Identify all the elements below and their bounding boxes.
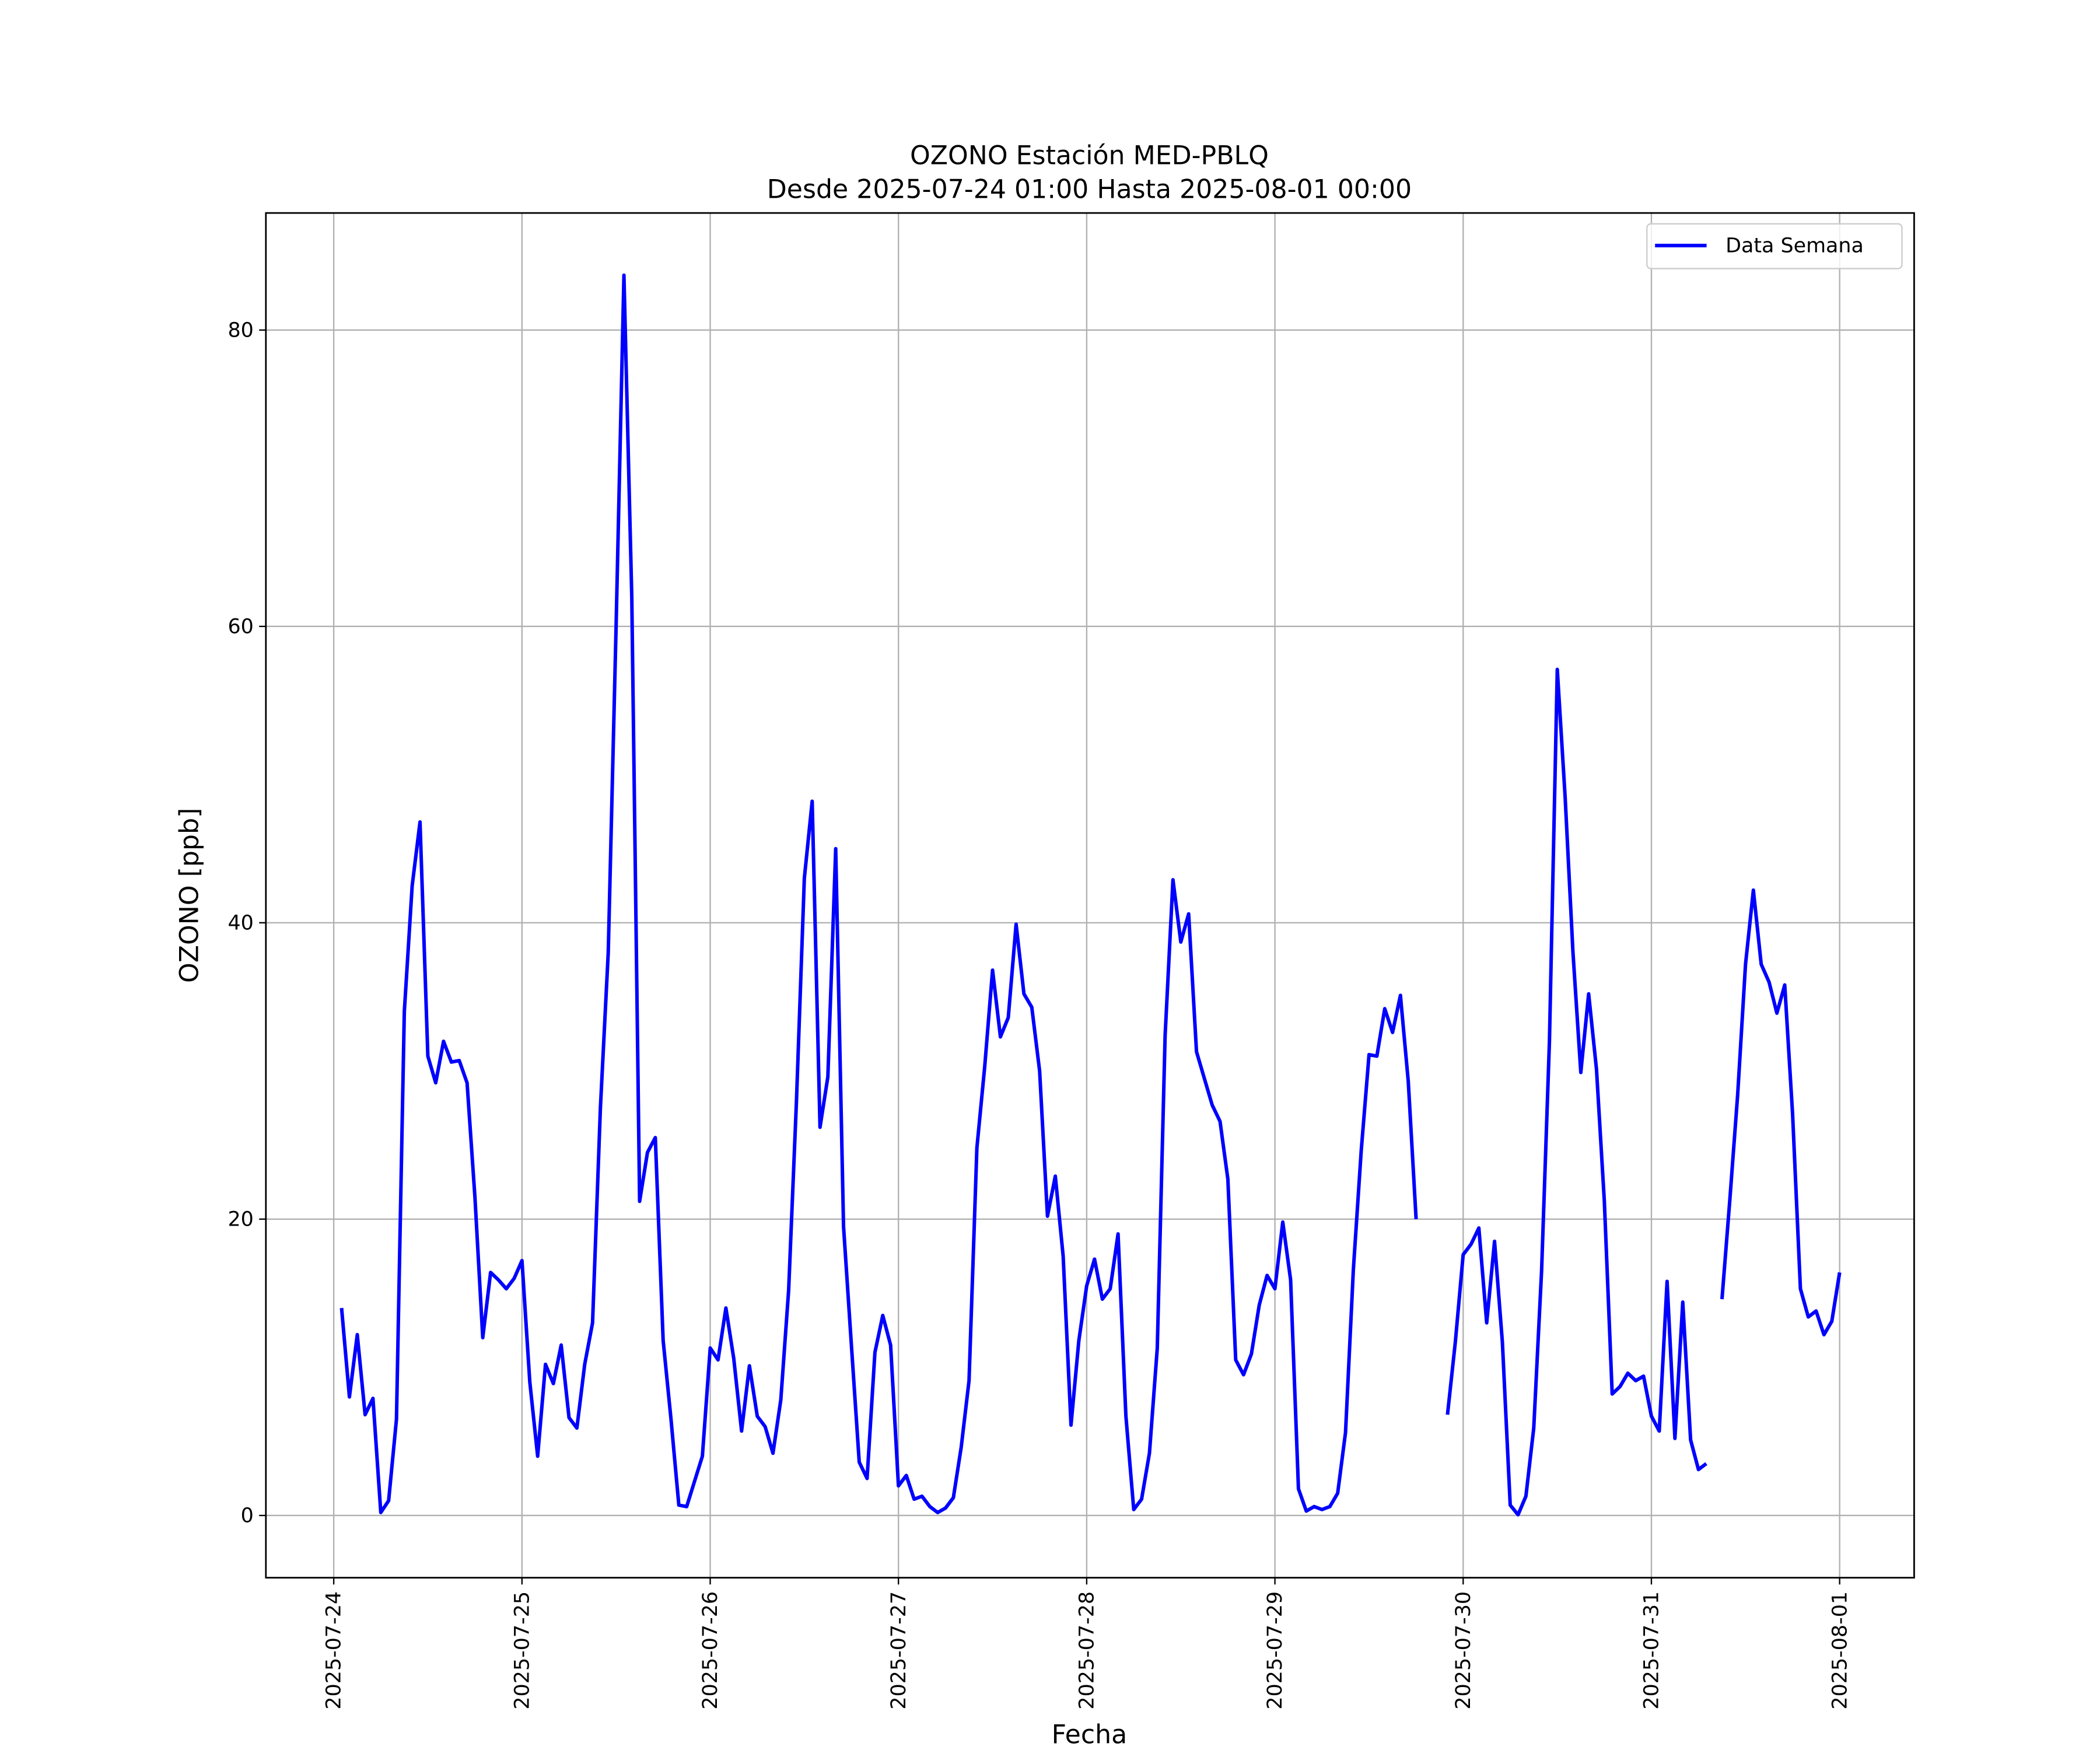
legend-label: Data Semana (1726, 235, 1864, 258)
chart-title: OZONO Estación MED-PBLQ (910, 141, 1269, 170)
y-tick-label: 0 (241, 1504, 254, 1528)
x-tick-label: 2025-07-27 (887, 1591, 911, 1710)
x-tick-label: 2025-07-24 (323, 1591, 346, 1710)
x-tick-label: 2025-07-29 (1264, 1591, 1287, 1710)
x-tick-label: 2025-07-30 (1452, 1591, 1475, 1710)
x-tick-label: 2025-07-25 (510, 1591, 534, 1710)
legend-box (1646, 223, 1903, 270)
x-tick-label: 2025-07-26 (699, 1591, 722, 1710)
x-tick-label: 2025-07-31 (1640, 1591, 1664, 1710)
y-tick-label: 60 (228, 615, 253, 638)
plot-frame (265, 212, 1915, 1579)
chart-subtitle: Desde 2025-07-24 01:00 Hasta 2025-08-01 … (767, 175, 1412, 205)
x-tick-label: 2025-07-28 (1076, 1591, 1099, 1710)
y-tick-label: 40 (228, 912, 253, 935)
x-tick-label: 2025-08-01 (1828, 1591, 1852, 1710)
y-axis-label: OZONO [ppb] (175, 808, 205, 983)
x-axis-label: Fecha (1052, 1720, 1128, 1749)
y-tick-label: 20 (228, 1208, 253, 1231)
data-line (340, 273, 1842, 1517)
y-tick-label: 80 (228, 318, 253, 342)
